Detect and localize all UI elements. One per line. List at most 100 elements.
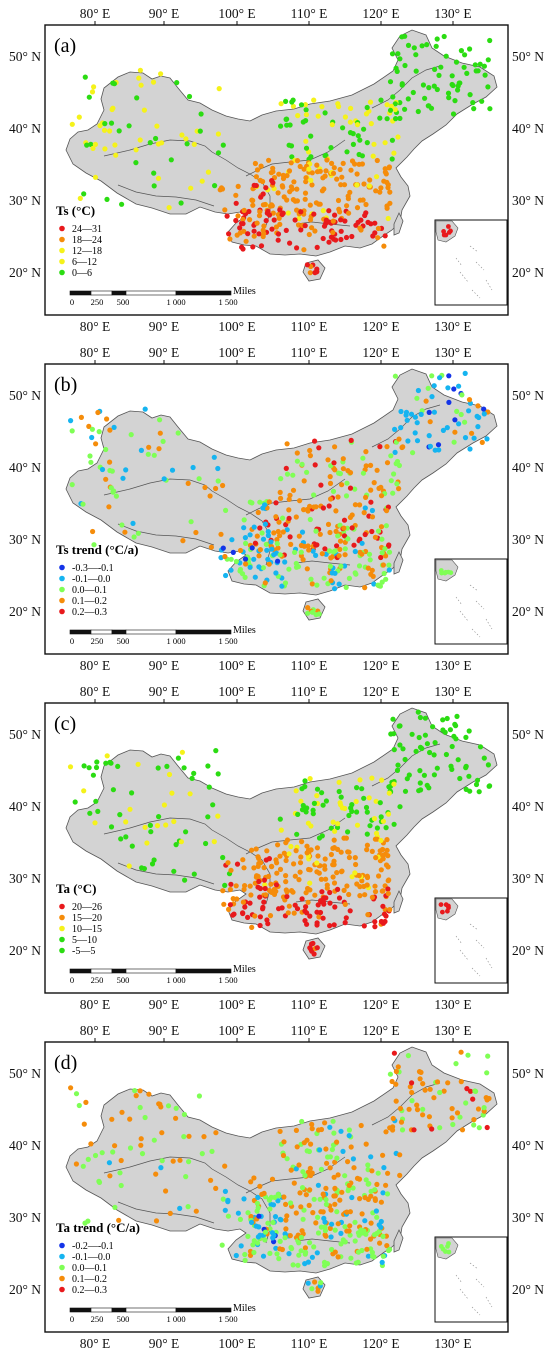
scale-unit: Miles: [233, 1303, 256, 1314]
station-dot: [274, 541, 280, 547]
station-dot: [464, 70, 470, 76]
station-dot: [157, 430, 163, 436]
station-dot: [402, 33, 408, 39]
station-dot: [384, 1191, 391, 1197]
station-dot: [345, 468, 351, 474]
station-dot: [342, 546, 348, 552]
station-dot: [250, 244, 256, 250]
station-dot: [147, 140, 153, 146]
station-dot: [328, 825, 334, 831]
station-dot: [329, 122, 335, 128]
lat-label-left: 20° N: [9, 265, 41, 280]
station-dot: [339, 1189, 345, 1195]
station-dot: [316, 914, 322, 920]
station-dot: [287, 240, 293, 246]
station-dot: [222, 1163, 228, 1169]
legend-swatch: [59, 914, 65, 921]
station-dot: [163, 822, 169, 828]
station-dot: [431, 383, 437, 389]
legend-entry-label: 0.1—0.2: [72, 1274, 107, 1285]
station-dot: [352, 1219, 358, 1225]
station-dot: [261, 231, 267, 237]
legend: Ts trend (°C/a)-0.3—-0.1-0.1—0.00.0—0.10…: [56, 542, 139, 618]
station-dot: [377, 444, 383, 450]
station-dot: [343, 234, 350, 241]
station-dot: [246, 208, 252, 215]
station-dot: [327, 889, 333, 896]
station-dot: [427, 443, 433, 449]
station-dot: [347, 119, 353, 125]
station-dot: [278, 101, 284, 107]
station-dot: [95, 808, 101, 814]
station-dot: [384, 116, 390, 122]
station-dot: [251, 182, 257, 188]
station-dot: [363, 463, 369, 469]
station-dot: [185, 1204, 191, 1210]
station-dot: [130, 520, 136, 526]
scale-tick-label: 500: [117, 975, 130, 985]
station-dot: [365, 1181, 371, 1187]
station-dot: [335, 1172, 341, 1178]
station-dot: [336, 788, 342, 795]
scale-tick-label: 1 000: [166, 297, 185, 307]
station-dot: [205, 814, 211, 820]
station-dot: [276, 906, 282, 912]
station-dot: [355, 1249, 362, 1255]
station-dot: [353, 861, 359, 868]
station-dot: [288, 843, 294, 850]
station-dot: [317, 1196, 323, 1202]
station-dot: [396, 486, 402, 492]
station-dot: [479, 98, 485, 104]
station-dot: [369, 514, 376, 520]
station-dot: [418, 411, 424, 417]
station-dot: [76, 114, 82, 120]
station-dot: [328, 1234, 334, 1240]
station-dot: [252, 574, 258, 580]
station-dot: [354, 809, 360, 815]
station-dot: [324, 157, 330, 163]
station-dot: [324, 1160, 330, 1166]
station-dot: [276, 1193, 282, 1199]
station-dot: [385, 215, 391, 222]
station-dot: [249, 197, 255, 203]
station-dot: [417, 1076, 423, 1082]
station-dot: [317, 1147, 323, 1153]
station-dot: [298, 549, 304, 555]
station-dot: [336, 779, 342, 785]
station-dot: [380, 1233, 386, 1239]
station-dot: [247, 1252, 254, 1258]
station-dot: [368, 221, 374, 227]
station-dot: [324, 885, 330, 891]
station-dot: [339, 805, 345, 811]
station-dot: [379, 1259, 385, 1265]
station-dot: [373, 855, 379, 861]
station-dot: [298, 1248, 304, 1254]
station-dot: [378, 493, 385, 499]
station-dot: [262, 1237, 268, 1243]
station-dot: [466, 408, 472, 414]
station-dot: [262, 580, 268, 586]
lon-label-bottom: 90° E: [149, 319, 180, 334]
legend-entry-label: 0.2—0.3: [72, 1285, 107, 1296]
station-dot: [372, 889, 379, 895]
station-dot: [287, 492, 293, 498]
station-dot: [472, 62, 478, 68]
station-dot: [387, 1071, 393, 1077]
station-dot: [335, 886, 341, 892]
station-dot: [266, 887, 273, 894]
station-dot: [382, 233, 388, 239]
station-dot: [96, 429, 102, 435]
station-dot: [273, 1245, 279, 1251]
station-dot: [440, 727, 446, 733]
station-dot: [344, 883, 350, 889]
station-dot: [266, 157, 272, 163]
legend-entry-label: 18—24: [72, 235, 102, 246]
station-dot: [363, 210, 369, 216]
station-dot: [116, 1217, 122, 1223]
station-dot: [281, 850, 287, 856]
station-dot: [337, 522, 343, 528]
legend-entry-label: 15—20: [72, 913, 102, 924]
station-dot: [376, 873, 382, 879]
station-points: [68, 1049, 492, 1294]
